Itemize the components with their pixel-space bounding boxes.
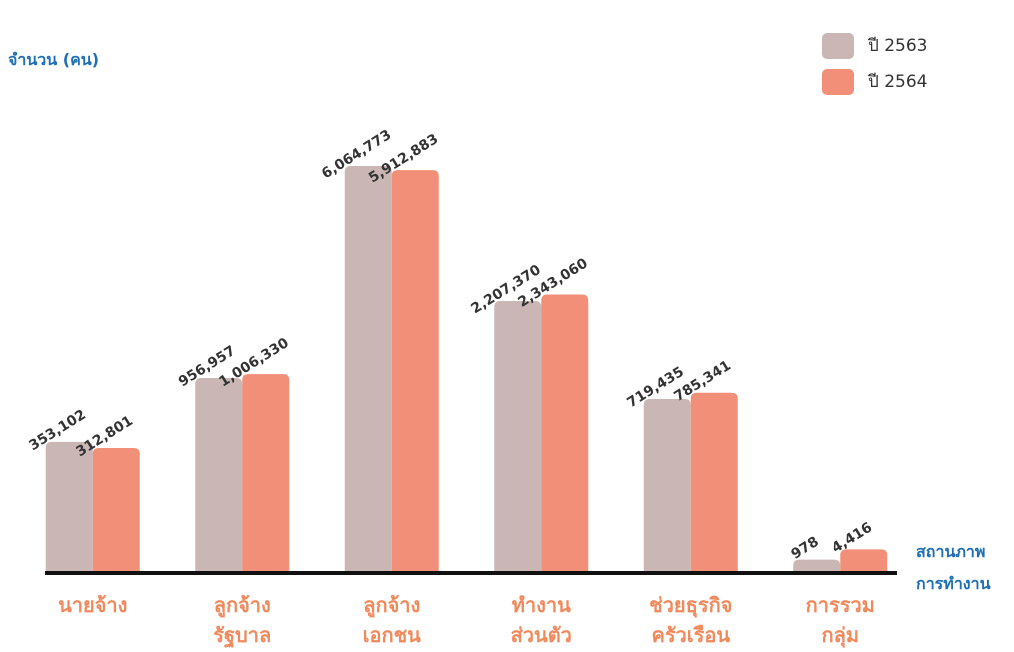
x-tick-label: ทำงาน ส่วนตัว <box>466 590 616 650</box>
bar <box>242 374 289 572</box>
legend-label: ปี 2564 <box>867 72 927 92</box>
bar <box>93 448 140 572</box>
legend-label: ปี 2563 <box>867 36 927 56</box>
bar <box>793 560 840 572</box>
bar <box>494 301 541 572</box>
legend-swatch <box>822 33 854 59</box>
bar <box>392 170 439 572</box>
chart: 353,102312,801956,9571,006,3306,064,7735… <box>0 0 1014 652</box>
x-tick-label: ลูกจ้าง รัฐบาล <box>167 590 317 650</box>
value-label: 978 <box>788 534 821 563</box>
bar <box>644 399 691 572</box>
bar <box>541 294 588 572</box>
y-axis-label: จำนวน (คน) <box>8 44 99 76</box>
x-axis-label: สถานภาพ การทำงาน <box>916 536 991 600</box>
legend-swatch <box>822 69 854 95</box>
bar <box>46 442 93 572</box>
bar <box>345 166 392 572</box>
x-tick-label: ช่วยธุรกิจ ครัวเรือน <box>616 590 766 650</box>
x-tick-label: ลูกจ้าง เอกชน <box>317 590 467 650</box>
x-tick-label: นายจ้าง <box>18 590 168 620</box>
bar <box>195 378 242 572</box>
bar <box>691 393 738 572</box>
x-tick-label: การรวม กลุ่ม <box>765 590 915 650</box>
page: {"chart_data": {"type": "bar", "y_label"… <box>0 0 1014 652</box>
bar <box>840 549 887 572</box>
